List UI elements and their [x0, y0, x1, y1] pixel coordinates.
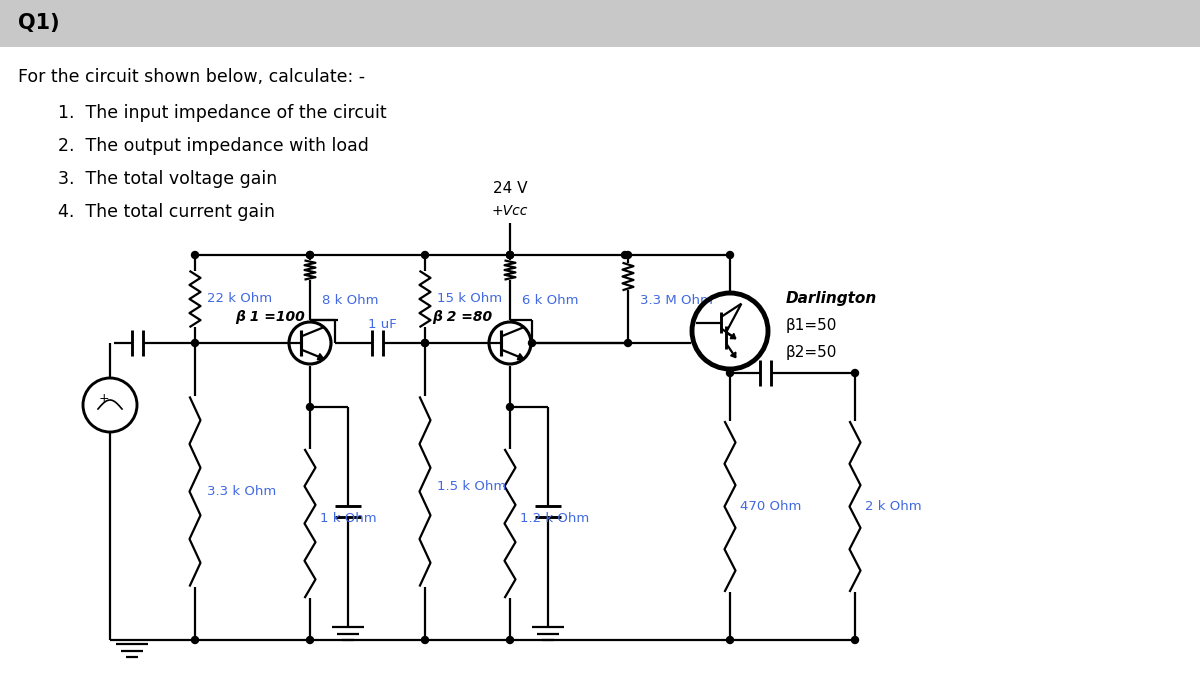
Text: 1 uF: 1 uF: [368, 318, 397, 331]
Polygon shape: [517, 353, 523, 360]
Text: 6 k Ohm: 6 k Ohm: [522, 293, 578, 306]
Polygon shape: [731, 334, 736, 338]
Circle shape: [726, 636, 733, 643]
Circle shape: [506, 251, 514, 258]
Text: 15 k Ohm: 15 k Ohm: [437, 292, 502, 306]
Circle shape: [528, 340, 535, 347]
Circle shape: [622, 251, 629, 258]
Text: 24 V: 24 V: [493, 181, 527, 196]
Circle shape: [852, 369, 858, 377]
Text: +Vcc: +Vcc: [492, 204, 528, 218]
Text: 4.  The total current gain: 4. The total current gain: [58, 203, 275, 221]
Text: 3.3 k Ohm: 3.3 k Ohm: [206, 485, 276, 498]
Circle shape: [306, 251, 313, 258]
Circle shape: [852, 636, 858, 643]
Polygon shape: [317, 353, 324, 360]
Text: 2 k Ohm: 2 k Ohm: [865, 500, 922, 513]
Circle shape: [421, 636, 428, 643]
Text: Darlington: Darlington: [786, 291, 877, 306]
Polygon shape: [731, 352, 736, 358]
Text: 1.5 k Ohm: 1.5 k Ohm: [437, 480, 506, 493]
FancyBboxPatch shape: [0, 0, 1200, 47]
Text: 1.  The input impedance of the circuit: 1. The input impedance of the circuit: [58, 104, 386, 122]
Circle shape: [306, 251, 313, 258]
Text: 22 k Ohm: 22 k Ohm: [206, 292, 272, 306]
Circle shape: [624, 251, 631, 258]
Circle shape: [421, 340, 428, 347]
Circle shape: [421, 340, 428, 347]
Text: 8 k Ohm: 8 k Ohm: [322, 293, 378, 306]
Text: 3.  The total voltage gain: 3. The total voltage gain: [58, 170, 277, 188]
Circle shape: [306, 403, 313, 410]
Text: 470 Ohm: 470 Ohm: [740, 500, 802, 513]
Text: β 2 =80: β 2 =80: [432, 310, 492, 324]
Circle shape: [726, 251, 733, 258]
Circle shape: [192, 636, 198, 643]
Circle shape: [506, 403, 514, 410]
Circle shape: [624, 340, 631, 347]
Circle shape: [421, 251, 428, 258]
Text: 1 k Ohm: 1 k Ohm: [320, 512, 377, 525]
Text: +: +: [98, 393, 109, 406]
Text: β 1 =100: β 1 =100: [235, 310, 305, 324]
Text: 3.3 M Ohm: 3.3 M Ohm: [640, 293, 713, 306]
Text: β2=50: β2=50: [786, 345, 838, 360]
Circle shape: [506, 636, 514, 643]
Text: β1=50: β1=50: [786, 318, 838, 333]
Text: 2.  The output impedance with load: 2. The output impedance with load: [58, 137, 368, 155]
Circle shape: [192, 251, 198, 258]
Circle shape: [192, 340, 198, 347]
Text: Q1): Q1): [18, 14, 60, 34]
Circle shape: [506, 251, 514, 258]
Text: 1.2 k Ohm: 1.2 k Ohm: [520, 512, 589, 525]
Circle shape: [726, 369, 733, 377]
Text: For the circuit shown below, calculate: -: For the circuit shown below, calculate: …: [18, 68, 365, 86]
Circle shape: [306, 636, 313, 643]
Circle shape: [506, 251, 514, 258]
